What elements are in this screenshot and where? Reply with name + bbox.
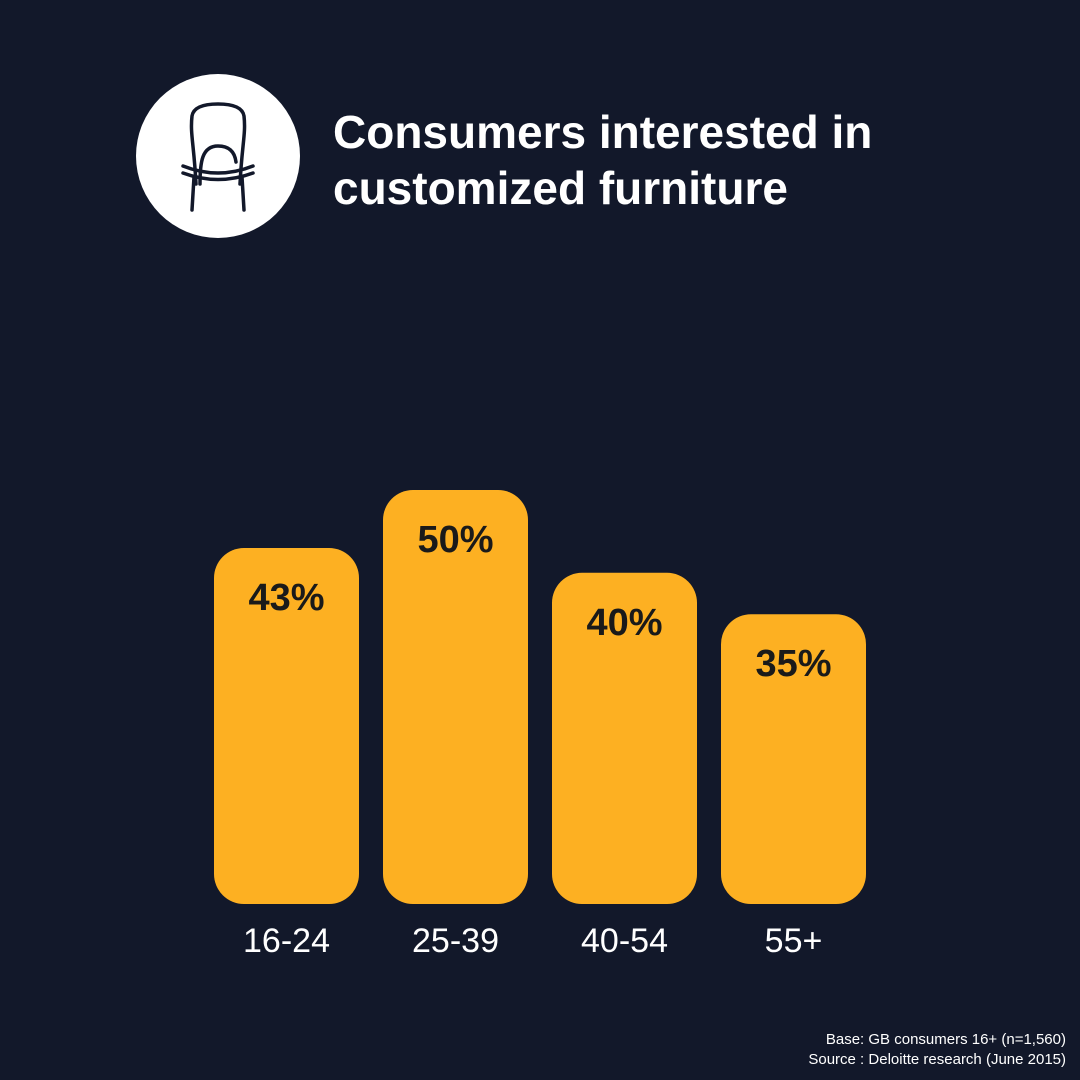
- bar-value-label: 43%: [248, 577, 324, 619]
- bar-value-label: 35%: [755, 643, 831, 685]
- footnote: Base: GB consumers 16+ (n=1,560) Source …: [808, 1030, 1066, 1070]
- bar-25-39: [383, 490, 528, 904]
- footnote-source: Source : Deloitte research (June 2015): [808, 1051, 1066, 1068]
- bar-16-24: [214, 547, 359, 904]
- chart-title-line2: customized furniture: [333, 162, 788, 214]
- x-tick-label: 25-39: [412, 922, 499, 960]
- bar-value-label: 40%: [586, 602, 662, 644]
- bar-value-label: 50%: [417, 519, 493, 561]
- footnote-base: Base: GB consumers 16+ (n=1,560): [825, 1031, 1066, 1048]
- bar-40-54: [552, 572, 697, 904]
- x-tick-label: 40-54: [581, 922, 668, 960]
- chair-icon-badge: [136, 74, 300, 238]
- bar-55+: [721, 614, 866, 904]
- x-tick-label: 55+: [765, 922, 823, 960]
- chart-title: Consumers interested in customized furni…: [333, 104, 1033, 216]
- chart-title-line1: Consumers interested in: [333, 106, 873, 158]
- chair-icon: [181, 102, 255, 212]
- x-tick-label: 16-24: [243, 922, 330, 960]
